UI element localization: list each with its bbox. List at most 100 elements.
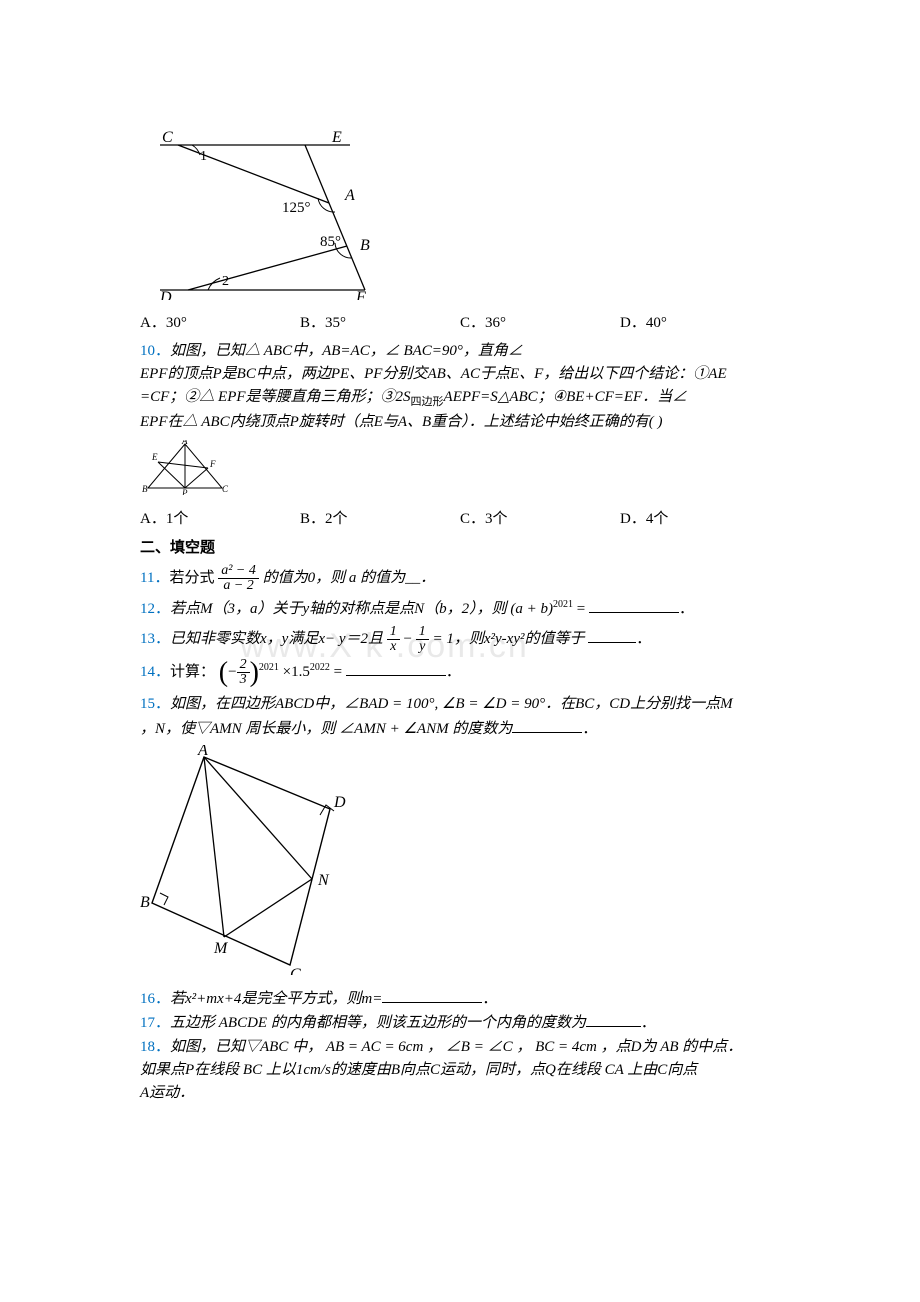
q10-figure: A B C E F P — [140, 440, 780, 503]
q11-fraction: a² − 4 a − 2 — [218, 564, 259, 593]
q18-c: A运动． — [140, 1085, 194, 1101]
q17-blank — [586, 1011, 641, 1027]
svg-text:C: C — [162, 130, 173, 146]
q13-f1: 1x — [387, 625, 400, 654]
q11-a: 若分式 — [169, 570, 218, 586]
q10-opt-a: A．1个 — [140, 508, 300, 531]
q14-b: = — [330, 664, 346, 680]
q16-a: 若x²+mx+4是完全平方式，则m= — [170, 991, 382, 1007]
svg-text:C: C — [222, 484, 229, 494]
q13: 13．已知非零实数x，y满足x− y＝2且 1x − 1y = 1，则x²y-x… — [140, 625, 780, 654]
q16-blank — [382, 987, 482, 1003]
q10-options: A．1个 B．2个 C．3个 D．4个 — [140, 508, 780, 531]
q12-number: 12． — [140, 601, 170, 617]
svg-text:B: B — [140, 894, 150, 911]
q9-figure: C E D F A B 1 2 125° 85° — [140, 130, 780, 308]
q18-b: 如果点P在线段 BC 上以1cm/s的速度由B向点C运动，同时，点Q在线段 CA… — [140, 1062, 697, 1078]
q14-a: 计算： — [170, 664, 215, 680]
q13-mid: − — [404, 631, 416, 647]
q11: 11．若分式 a² − 4 a − 2 的值为0，则 a 的值为__． — [140, 564, 780, 593]
q14-frac: 23 — [237, 658, 250, 687]
q14-exp1: 2021 — [259, 662, 279, 673]
q10-line4: EPF在△ ABC内绕顶点P旋转时（点E与A、B重合）．上述结论中始终正确的有(… — [140, 414, 662, 430]
q9-options: A．30° B．35° C．36° D．40° — [140, 312, 780, 335]
q18-a: 如图，已知▽ABC 中， AB = AC = 6cm ， ∠B = ∠C ， B… — [170, 1039, 742, 1055]
svg-text:P: P — [181, 488, 188, 495]
q14-c: ． — [446, 664, 461, 680]
lparen-icon: ( — [219, 662, 228, 684]
svg-text:125°: 125° — [282, 200, 311, 216]
q15-b: ，N，使▽AMN 周长最小，则 ∠AMN + ∠ANM 的度数为 — [140, 721, 512, 737]
q10-opt-b: B．2个 — [300, 508, 460, 531]
q18: 18．如图，已知▽ABC 中， AB = AC = 6cm ， ∠B = ∠C … — [140, 1036, 780, 1106]
svg-text:A: A — [197, 745, 208, 759]
q9-opt-b: B．35° — [300, 312, 460, 335]
q17-a: 五边形 ABCDE 的内角都相等，则该五边形的一个内角的度数为 — [170, 1015, 586, 1031]
svg-text:E: E — [151, 452, 158, 462]
rparen-icon: ) — [250, 662, 259, 684]
q15-blank — [512, 717, 582, 733]
svg-text:E: E — [331, 130, 342, 146]
q17-number: 17． — [140, 1015, 170, 1031]
q18-number: 18． — [140, 1039, 170, 1055]
q9-opt-d: D．40° — [620, 312, 780, 335]
svg-text:C: C — [290, 966, 301, 975]
svg-text:F: F — [355, 289, 366, 300]
svg-text:B: B — [360, 237, 370, 254]
q14-blank — [346, 660, 446, 676]
q10-number: 10． — [140, 343, 170, 359]
q12-exp: 2021 — [553, 599, 573, 610]
q16: 16．若x²+mx+4是完全平方式，则m= ． — [140, 987, 780, 1011]
q15-figure: A B C D M N — [140, 745, 780, 983]
svg-text:1: 1 — [200, 149, 207, 164]
q9-opt-a: A．30° — [140, 312, 300, 335]
q14-mid: ×1.5 — [279, 664, 310, 680]
q11-b: 的值为0，则 a 的值为__． — [263, 570, 436, 586]
q12-blank — [589, 597, 679, 613]
svg-text:N: N — [317, 872, 330, 889]
q15-number: 15． — [140, 696, 170, 712]
q17-c: ． — [641, 1015, 656, 1031]
section-2-heading: 二、填空题 — [140, 537, 780, 560]
q16-c: ． — [482, 991, 497, 1007]
q15-c: ． — [582, 721, 597, 737]
q13-blank — [588, 627, 636, 643]
q12-a: 若点M（3，a）关于y轴的对称点是点N（b，2），则 (a + b) — [170, 601, 553, 617]
q13-number: 13． — [140, 631, 170, 647]
q16-number: 16． — [140, 991, 170, 1007]
q12: 12．若点M（3，a）关于y轴的对称点是点N（b，2），则 (a + b)202… — [140, 597, 780, 621]
q13-c: ． — [636, 631, 651, 647]
svg-text:M: M — [213, 940, 229, 957]
svg-text:D: D — [159, 289, 172, 300]
q11-den: a − 2 — [218, 579, 259, 593]
q10-text: 10．如图，已知△ ABC中，AB=AC，∠ BAC=90°，直角∠ EPF的顶… — [140, 340, 780, 435]
svg-text:F: F — [209, 459, 216, 469]
svg-text:A: A — [344, 187, 355, 204]
q15: 15．如图，在四边形ABCD中，∠BAD = 100°, ∠B = ∠D = 9… — [140, 693, 780, 741]
q14: 14．计算： (−23)2021 ×1.52022 = ． — [140, 658, 780, 687]
q14-number: 14． — [140, 664, 170, 680]
svg-text:2: 2 — [222, 274, 229, 289]
q10-line2: EPF的顶点P是BC中点，两边PE、PF分别交AB、AC于点E、F，给出以下四个… — [140, 366, 727, 382]
q10-opt-c: C．3个 — [460, 508, 620, 531]
q17: 17．五边形 ABCDE 的内角都相等，则该五边形的一个内角的度数为 ． — [140, 1011, 780, 1035]
q10-opt-d: D．4个 — [620, 508, 780, 531]
q13-a: 已知非零实数x，y满足x− y＝2且 — [170, 631, 387, 647]
q13-eq: = 1，则x²y-xy²的值等于 — [433, 631, 589, 647]
q12-c: ． — [679, 601, 694, 617]
q10-line3a: =CF；②△ EPF是等腰直角三角形；③2S — [140, 389, 411, 405]
svg-text:D: D — [333, 794, 346, 811]
svg-text:B: B — [142, 484, 148, 494]
q9-opt-c: C．36° — [460, 312, 620, 335]
svg-text:A: A — [181, 440, 188, 446]
q10-line1: 如图，已知△ ABC中，AB=AC，∠ BAC=90°，直角∠ — [170, 343, 523, 359]
q12-b: = — [573, 601, 589, 617]
q13-f2: 1y — [416, 625, 429, 654]
svg-text:85°: 85° — [320, 234, 341, 250]
q10-sub: 四边形 — [411, 396, 444, 408]
q11-num: a² − 4 — [218, 564, 259, 579]
q14-exp2: 2022 — [310, 662, 330, 673]
q15-a: 如图，在四边形ABCD中，∠BAD = 100°, ∠B = ∠D = 90°．… — [170, 696, 733, 712]
q11-number: 11． — [140, 570, 169, 586]
q10-line3b: AEPF=S△ABC；④BE+CF=EF．当∠ — [444, 389, 688, 405]
